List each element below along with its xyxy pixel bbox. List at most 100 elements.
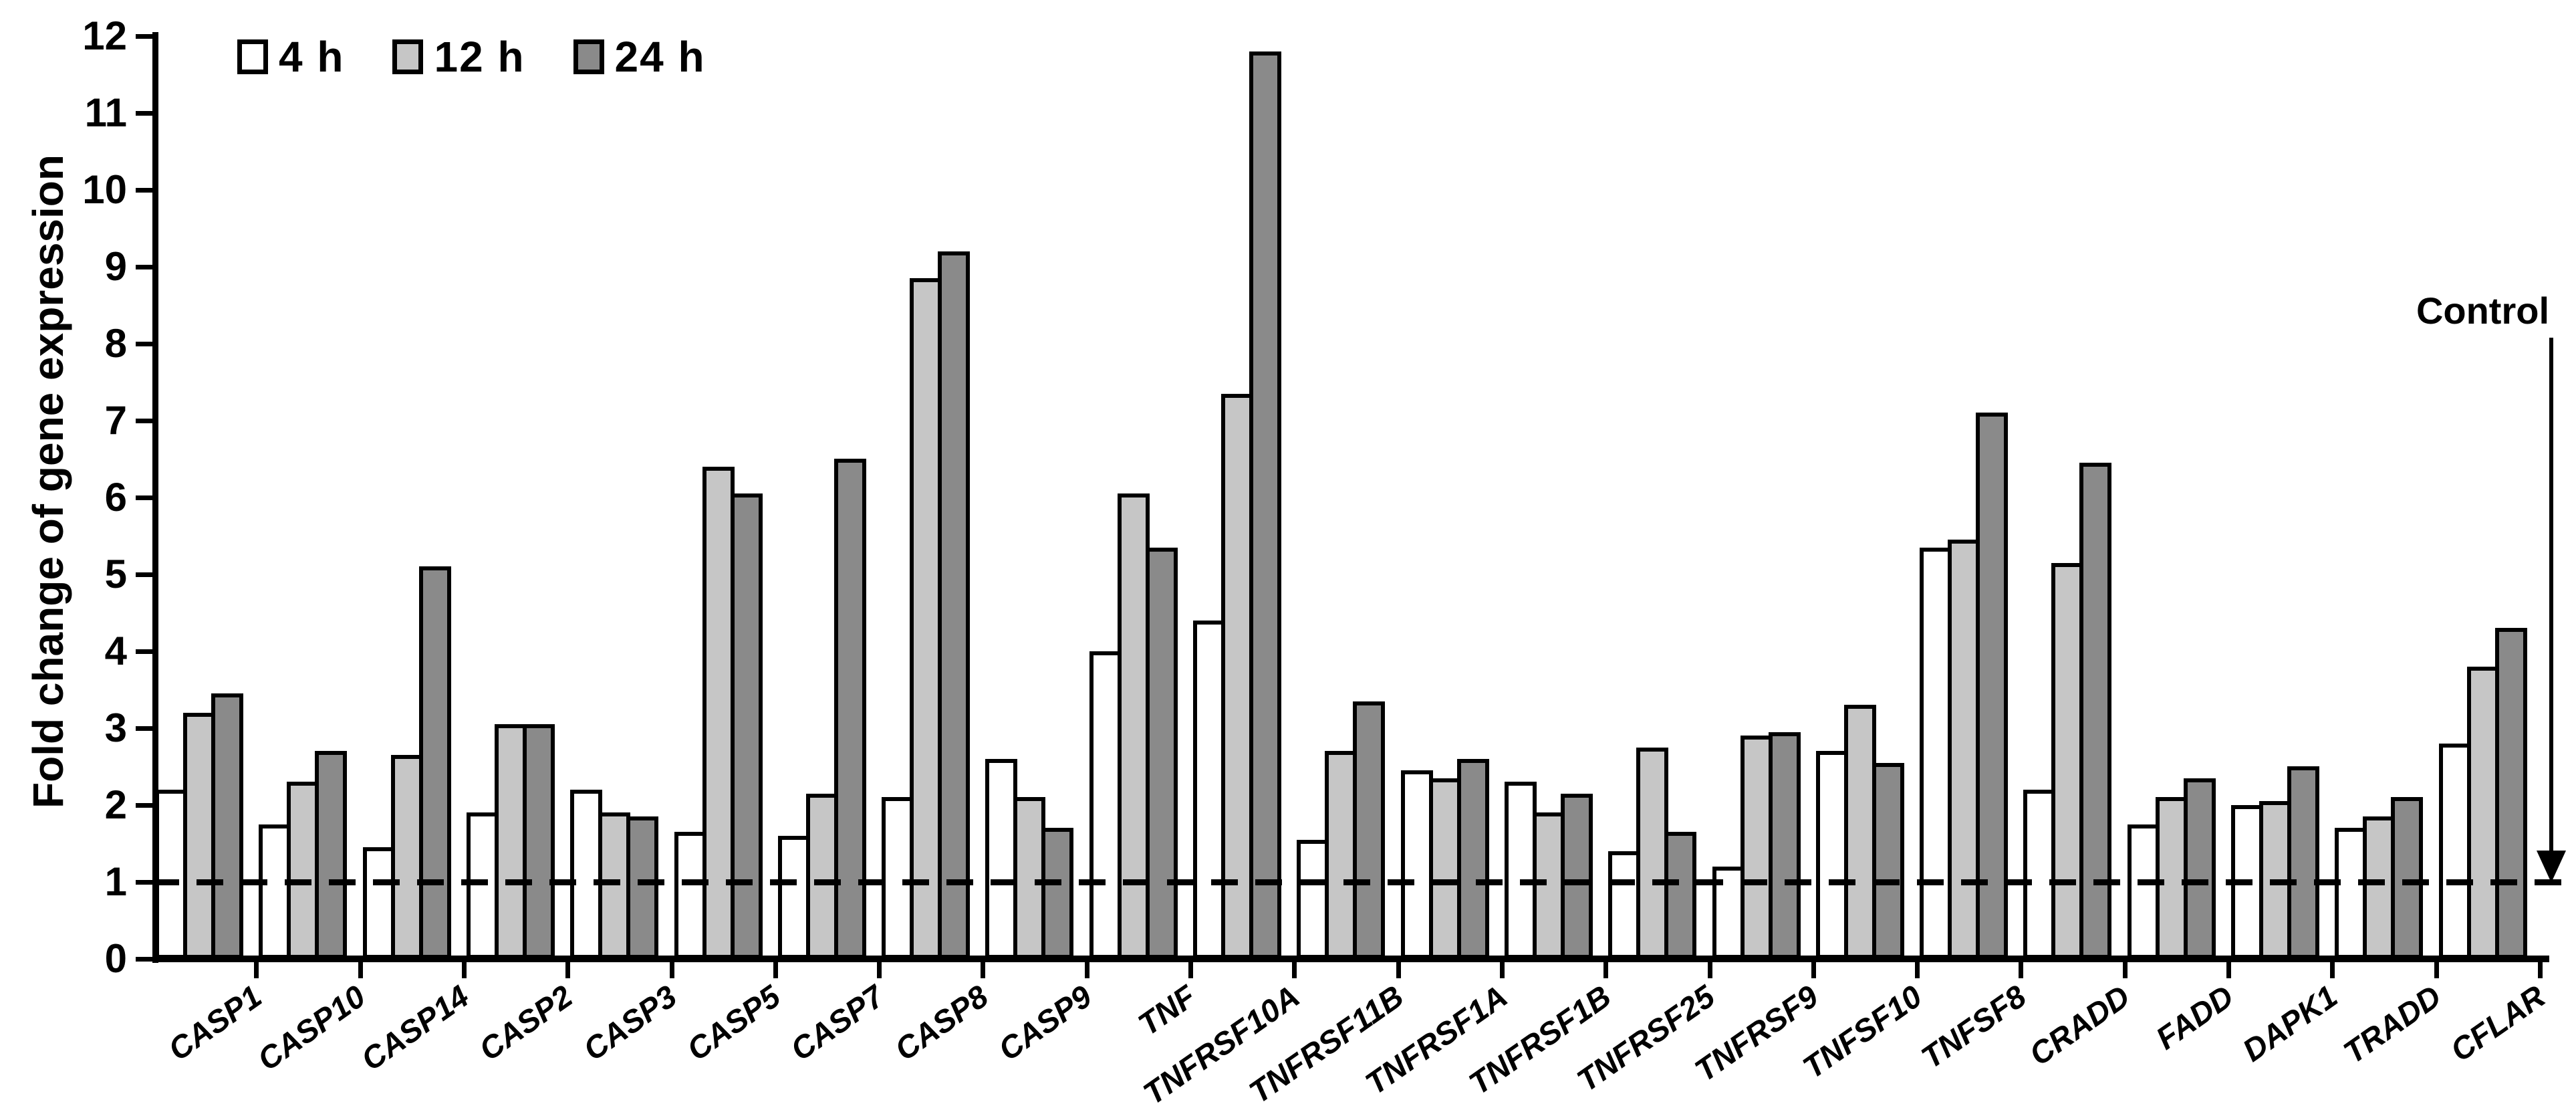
bar-CASP3-24h [626,816,659,959]
x-tick-22 [2434,961,2439,978]
bar-TNFRSF9-12h [1740,736,1773,959]
x-axis-label-CASP10: CASP10 [251,978,372,1078]
bar-CASP3-4h [570,790,603,959]
x-tick-6 [773,961,778,978]
bar-CFLAR-4h [2438,744,2471,959]
x-tick-18 [2019,961,2024,978]
y-tick-label-3: 3 [104,705,127,750]
x-tick-5 [669,961,674,978]
bar-CASP9-12h [1013,797,1046,959]
y-tick-4 [136,649,153,654]
bar-TNFRSF1B-12h [1532,812,1565,959]
bar-CASP8-12h [910,278,942,959]
bar-CASP10-4h [259,824,291,959]
y-tick-label-11: 11 [84,90,127,135]
x-axis-label-TRADD: TRADD [2337,978,2448,1071]
y-tick-label-0: 0 [104,936,127,981]
bar-CASP7-4h [777,836,810,959]
y-tick-8 [136,342,153,346]
bar-TNFRSF11B-4h [1297,840,1329,959]
bar-CFLAR-24h [2494,628,2527,959]
y-tick-label-6: 6 [104,475,127,520]
bar-TNFRSF11B-12h [1325,751,1358,959]
x-tick-16 [1811,961,1816,978]
bar-TNFRSF9-24h [1768,732,1801,959]
bar-TNFSF10-12h [1843,705,1876,959]
y-tick-0 [136,957,153,962]
y-tick-3 [136,726,153,731]
y-axis-line [152,32,158,963]
x-tick-1 [254,961,259,978]
control-reference-dashed-line [152,879,2572,885]
bar-TNFSF8-12h [1948,540,1980,959]
x-axis-label-TNFSF10: TNFSF10 [1796,978,1929,1086]
bar-TNFSF10-4h [1815,751,1848,959]
y-tick-label-8: 8 [104,321,127,366]
bar-TRADD-12h [2363,816,2396,959]
bar-CASP5-4h [674,832,706,959]
bar-TNFSF8-4h [1920,548,1952,959]
bar-TNFRSF11B-24h [1353,701,1386,959]
bar-CASP1-24h [211,693,243,959]
bar-CASP2-4h [466,812,499,959]
x-axis-label-TNFSF8: TNFSF8 [1914,978,2033,1076]
legend: 4 h 12 h 24 h [237,32,754,82]
bar-TRADD-24h [2391,797,2424,959]
bar-TNFRSF25-12h [1636,748,1669,959]
legend-item-24h: 24 h [573,32,706,82]
bar-CASP9-4h [985,759,1018,959]
x-tick-3 [461,961,467,978]
y-tick-label-5: 5 [104,552,127,596]
y-tick-label-1: 1 [104,859,127,904]
x-tick-8 [981,961,986,978]
x-tick-13 [1499,961,1505,978]
bar-TNFRSF1B-24h [1560,794,1593,959]
x-axis-label-FADD: FADD [2149,978,2240,1057]
x-axis-label-CFLAR: CFLAR [2444,978,2551,1069]
y-tick-9 [136,265,153,269]
x-tick-9 [1084,961,1089,978]
x-axis-label-DAPK1: DAPK1 [2236,978,2344,1069]
x-tick-20 [2226,961,2232,978]
bar-DAPK1-24h [2287,766,2320,959]
y-tick-label-7: 7 [104,398,127,443]
bar-TNFRSF25-24h [1664,832,1697,959]
x-axis-line [152,956,2549,962]
bar-TNFRSF1A-12h [1428,778,1461,959]
legend-item-12h: 12 h [392,32,525,82]
x-tick-4 [565,961,571,978]
bar-CASP5-24h [730,493,763,959]
y-tick-5 [136,572,153,577]
bar-TNFRSF25-4h [1608,851,1641,959]
x-tick-7 [877,961,882,978]
control-arrow-line [2549,338,2553,854]
x-axis-label-CASP7: CASP7 [784,978,891,1068]
bar-CASP2-12h [494,724,527,959]
bar-CASP2-24h [522,724,555,959]
x-tick-17 [1915,961,1920,978]
bar-CASP8-24h [938,251,971,959]
x-tick-23 [2538,961,2543,978]
x-tick-2 [358,961,363,978]
bar-CASP7-24h [833,459,866,959]
y-tick-11 [136,111,153,116]
x-axis-label-CASP2: CASP2 [473,978,579,1068]
x-axis-label-CASP3: CASP3 [576,978,683,1068]
legend-swatch-24h [573,39,604,74]
bar-CASP3-12h [598,812,631,959]
x-axis-label-CASP1: CASP1 [161,978,268,1068]
bar-CRADD-24h [2079,463,2112,959]
plot-area [152,36,2540,959]
legend-label-4h: 4 h [279,33,345,81]
y-tick-label-12: 12 [82,13,127,58]
bar-TNF-12h [1117,493,1150,959]
bar-CASP9-24h [1041,828,1074,959]
bar-CFLAR-12h [2466,667,2499,959]
bar-CASP5-12h [702,467,735,959]
x-axis-label-TNF: TNF [1131,978,1202,1042]
x-tick-14 [1603,961,1609,978]
bar-TNFRSF1A-24h [1456,759,1489,959]
y-tick-label-10: 10 [82,167,127,212]
y-tick-1 [136,880,153,885]
x-axis-label-CRADD: CRADD [2023,978,2136,1073]
